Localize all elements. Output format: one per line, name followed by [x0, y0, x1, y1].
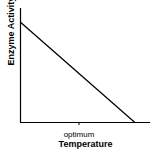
svg-text:Temperature: Temperature [59, 139, 113, 149]
svg-text:optimum: optimum [63, 130, 95, 140]
svg-text:Enzyme Activity: Enzyme Activity [6, 0, 16, 66]
